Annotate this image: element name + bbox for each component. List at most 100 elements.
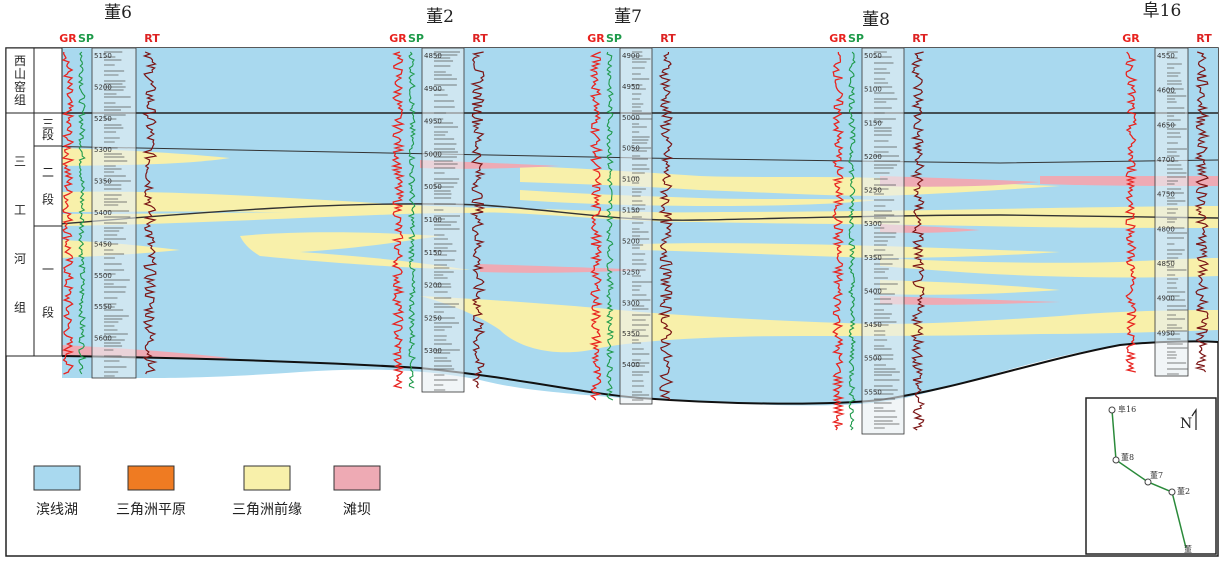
strat-label-member1: 一 — [42, 262, 54, 276]
depth-label: 5150 — [424, 249, 442, 257]
depth-label: 5250 — [424, 314, 442, 322]
depth-label: 4900 — [424, 85, 442, 93]
horizon-member2-base — [35, 203, 1219, 227]
depth-label: 5400 — [94, 209, 112, 217]
legend-swatch — [127, 465, 175, 491]
north-arrow-icon — [1191, 408, 1197, 430]
legend-swatch — [333, 465, 381, 491]
depth-label: 4950 — [622, 83, 640, 91]
strat-label-member3: 三 — [42, 117, 54, 131]
horizon-sangonghe-base — [61, 340, 1219, 405]
map-well-fu16: 阜16 — [1118, 404, 1136, 414]
depth-label: 5100 — [864, 86, 882, 94]
legend-swatch — [33, 465, 81, 491]
depth-label: 5600 — [94, 335, 112, 343]
rt-curve — [657, 51, 674, 401]
north-label: N — [1180, 416, 1192, 432]
strat-column — [5, 47, 63, 357]
depth-label: 5400 — [622, 361, 640, 369]
depth-label: 5150 — [864, 119, 882, 127]
legend-label: 三角洲平原 — [116, 502, 186, 518]
depth-label: 5300 — [424, 347, 442, 355]
depth-label: 5150 — [94, 52, 112, 60]
depth-label: 5200 — [622, 237, 640, 245]
rt-curve — [910, 51, 926, 431]
depth-label: 5450 — [864, 321, 882, 329]
map-well-dong2: 董2 — [1177, 486, 1190, 496]
delta-front-lens — [520, 190, 880, 206]
depth-label: 4650 — [1157, 121, 1175, 129]
lithology-column — [421, 47, 465, 393]
depth-label: 5000 — [424, 150, 442, 158]
depth-label: 5150 — [622, 207, 640, 215]
curve-label-rt: RT — [1196, 32, 1212, 45]
legend-label: 滨线湖 — [36, 502, 78, 518]
strat-label-member1: 段 — [42, 305, 54, 320]
strat-label-sangonghe: 组 — [14, 300, 26, 314]
beach-bar-lens — [880, 224, 980, 233]
depth-label: 4850 — [424, 52, 442, 60]
strat-label-sangonghe: 三 — [14, 155, 26, 169]
depth-label: 5250 — [622, 268, 640, 276]
depth-label: 5100 — [424, 216, 442, 224]
depth-label: 4800 — [1157, 225, 1175, 233]
lithology-column — [619, 47, 653, 405]
depth-label: 5300 — [622, 299, 640, 307]
legend-swatch — [243, 465, 291, 491]
strat-label-sangonghe: 河 — [14, 252, 26, 266]
depth-label: 4900 — [1157, 295, 1175, 303]
curve-label-sp: SP — [606, 32, 622, 45]
strat-label-xishanyao: 西 — [14, 54, 26, 68]
delta-front-lens — [880, 280, 1060, 295]
curve-label-sp: SP — [408, 32, 424, 45]
depth-label: 5300 — [94, 146, 112, 154]
sp-curve — [407, 51, 417, 389]
map-well-dong8: 董8 — [1121, 452, 1134, 462]
strat-label-member2: 段 — [42, 191, 54, 206]
beach-bar-lens — [480, 264, 650, 273]
strat-label-member3: 段 — [42, 127, 54, 142]
rt-curve — [1194, 51, 1211, 373]
depth-label: 5200 — [864, 153, 882, 161]
strat-label-sangonghe: 工 — [14, 203, 26, 217]
gr-curve — [1124, 51, 1138, 373]
well-name: 阜16 — [1143, 1, 1182, 21]
gr-curve — [390, 51, 406, 389]
curve-label-gr: GR — [587, 32, 605, 45]
well-name: 董6 — [104, 3, 132, 23]
well-name: 董8 — [862, 10, 890, 30]
depth-label: 4950 — [424, 118, 442, 126]
depth-label: 5400 — [864, 287, 882, 295]
depth-label: 5500 — [94, 272, 112, 280]
depth-label: 4750 — [1157, 191, 1175, 199]
curve-label-gr: GR — [59, 32, 77, 45]
curve-label-sp: SP — [848, 32, 864, 45]
depth-label: 5050 — [622, 145, 640, 153]
delta-front-lens — [640, 243, 1060, 258]
delta-front-lens — [520, 166, 1060, 196]
rt-curve — [142, 51, 158, 375]
depth-label: 5050 — [424, 183, 442, 191]
depth-label: 5100 — [622, 176, 640, 184]
depth-label: 4700 — [1157, 156, 1175, 164]
strat-label-xishanyao: 窑 — [14, 79, 26, 94]
depth-label: 5200 — [424, 282, 442, 290]
depth-label: 4850 — [1157, 260, 1175, 268]
curve-label-rt: RT — [660, 32, 676, 45]
depth-label: 4950 — [1157, 329, 1175, 337]
depth-label: 5550 — [864, 388, 882, 396]
well-name: 董7 — [614, 7, 642, 27]
curve-label-gr: GR — [389, 32, 407, 45]
map-well-dong: 董 — [1184, 544, 1192, 554]
curve-label-gr: GR — [829, 32, 847, 45]
depth-label: 5000 — [622, 114, 640, 122]
depth-label: 5050 — [864, 52, 882, 60]
depth-label: 4900 — [622, 52, 640, 60]
legend: 滨线湖 三角洲平原 三角洲前缘 滩坝 — [33, 465, 381, 518]
beach-bar-lens — [880, 296, 1060, 305]
depth-label: 5250 — [864, 187, 882, 195]
facies-lenses — [62, 148, 1218, 359]
depth-label: 4600 — [1157, 87, 1175, 95]
